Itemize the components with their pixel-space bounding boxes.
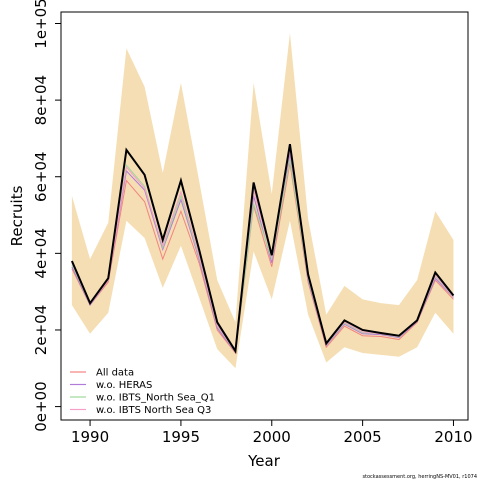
legend-label-2: w.o. IBTS_North Sea_Q1: [96, 393, 215, 404]
y-tick-label: 0e+00: [32, 381, 50, 431]
y-tick-label: 1e+05: [32, 0, 50, 49]
axes-layer: 1990 1995 2000 2005 2010 0e+00 2e+04 4e+04 6e+04…: [32, 0, 473, 446]
y-tick-label: 6e+04: [32, 152, 50, 202]
y-tick-label: 8e+04: [32, 75, 50, 125]
y-axis-title: Recruits: [8, 185, 26, 246]
series-line-0: [71, 163, 454, 355]
series-layer: [70, 144, 455, 355]
plot-frame: [60, 11, 469, 421]
credit-text: stockassessment.org, herringNS-MV01, r10…: [362, 474, 477, 480]
y-tick-label: 2e+04: [32, 305, 50, 355]
x-tick-label: 1990: [71, 428, 109, 446]
legend-label-3: w.o. IBTS North Sea Q3: [96, 405, 211, 416]
x-tick-label: 1995: [162, 428, 200, 446]
legend-label-1: w.o. HERAS: [96, 380, 152, 391]
x-tick-label: 2000: [253, 428, 291, 446]
series-line-1: [71, 153, 454, 354]
main-estimate-line: [70, 144, 455, 354]
confidence-band: [71, 33, 454, 369]
y-tick-label: 4e+04: [32, 228, 50, 278]
x-axis-title: Year: [247, 452, 281, 470]
legend-label-0: All data: [96, 368, 134, 379]
confidence-band-layer: [71, 33, 454, 369]
x-tick-label: 2005: [344, 428, 382, 446]
x-tick-label: 2010: [434, 428, 472, 446]
